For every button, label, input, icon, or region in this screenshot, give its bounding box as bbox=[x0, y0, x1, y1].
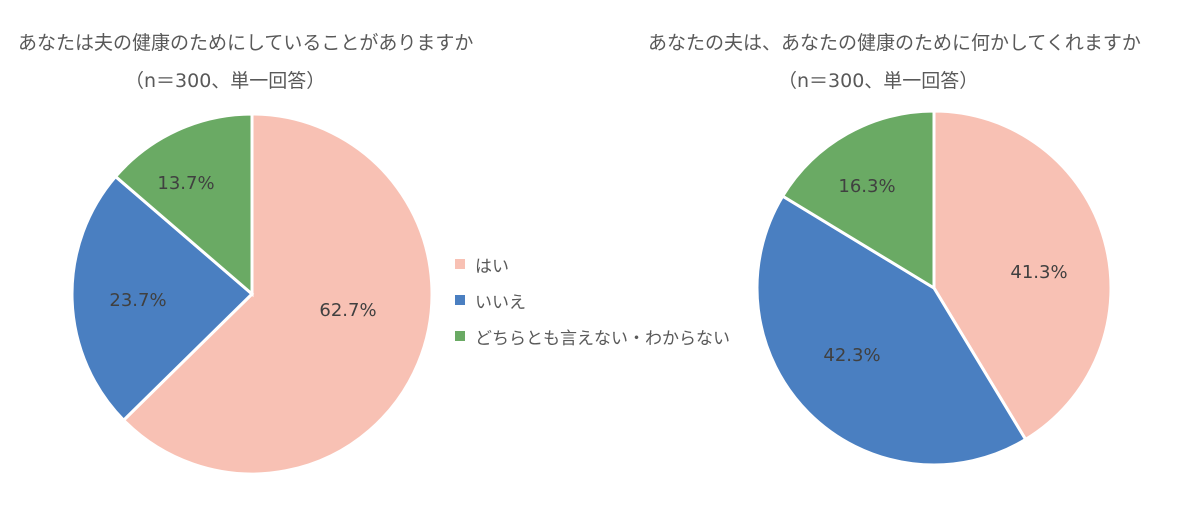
pie-slice-neither bbox=[780, 109, 936, 291]
left-chart-subtitle: （n＝300、単一回答） bbox=[125, 70, 326, 92]
data-label-yes: 41.3% bbox=[1010, 262, 1067, 283]
data-label-neither: 16.3% bbox=[838, 176, 895, 197]
data-label-yes: 62.7% bbox=[319, 300, 376, 321]
right-pie-chart: 41.3% 42.3% 16.3% bbox=[755, 109, 1113, 467]
data-label-neither: 13.7% bbox=[157, 173, 214, 194]
pie-slice-no bbox=[70, 174, 255, 423]
right-chart-title: あなたの夫は、あなたの健康のために何かしてくれますか bbox=[648, 32, 1141, 54]
pie-slice-yes bbox=[121, 112, 434, 476]
legend-swatch-yes bbox=[455, 259, 465, 269]
data-label-no: 23.7% bbox=[109, 290, 166, 311]
right-chart-subtitle: （n＝300、単一回答） bbox=[778, 70, 979, 92]
legend-label-neither: どちらとも言えない・わからない bbox=[475, 328, 730, 349]
left-chart-title: あなたは夫の健康のためにしていることがありますか bbox=[18, 32, 474, 54]
legend-item-no: いいえ bbox=[455, 282, 730, 318]
data-label-no: 42.3% bbox=[823, 345, 880, 366]
legend-label-yes: はい bbox=[475, 256, 509, 277]
pie-slice-no bbox=[755, 194, 1028, 467]
legend-label-no: いいえ bbox=[475, 292, 526, 313]
legend: はい いいえ どちらとも言えない・わからない bbox=[455, 246, 730, 354]
legend-swatch-neither bbox=[455, 331, 465, 341]
legend-item-neither: どちらとも言えない・わからない bbox=[455, 318, 730, 354]
legend-swatch-no bbox=[455, 295, 465, 305]
pie-slice-yes bbox=[932, 109, 1113, 442]
legend-item-yes: はい bbox=[455, 246, 730, 282]
left-pie-chart: 62.7% 23.7% 13.7% bbox=[70, 112, 434, 476]
pie-slice-neither bbox=[113, 112, 254, 298]
